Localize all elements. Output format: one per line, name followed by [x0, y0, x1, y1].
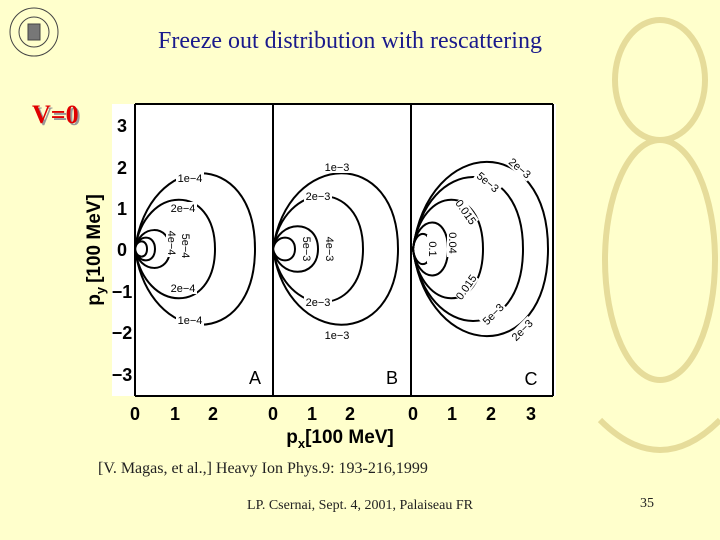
contour-label-bg: [473, 168, 503, 196]
y-label-unit: [100 MeV]: [84, 194, 105, 283]
contour-label: 0.1: [426, 241, 438, 256]
contour-label: 1e−4: [178, 173, 203, 185]
contour-line: [134, 198, 217, 300]
y-tick-label: −1: [112, 282, 133, 302]
y-axis-label: py [100 MeV]: [84, 194, 108, 306]
contour-label: 2e−3: [306, 297, 331, 309]
logo: [9, 7, 59, 57]
contour-line: [272, 195, 365, 303]
y-tick-label: −3: [112, 365, 133, 385]
y-label-main: p: [84, 294, 105, 306]
contour-label-bg: [453, 197, 479, 227]
contour-label: 2e−3: [306, 191, 331, 203]
contour-line: [134, 172, 257, 326]
contour-label: 4e−3: [323, 237, 335, 262]
contour-line: [272, 172, 400, 326]
contour-label-bg: [323, 161, 351, 173]
contour-line: [272, 225, 320, 273]
contour-label: 1e−3: [325, 162, 350, 174]
panel-letter: B: [386, 368, 398, 388]
contour-label: 2e−4: [171, 283, 196, 295]
x-tick-label: 2: [345, 404, 355, 424]
contour-line: [272, 236, 297, 262]
contour-line: [134, 240, 149, 258]
contour-label: 0.04: [446, 232, 458, 253]
contour-line: [412, 176, 525, 322]
contour-line: [412, 198, 485, 300]
contour-label-bg: [427, 235, 439, 263]
contour-label: 2e−4: [171, 203, 196, 215]
v-label: V=0: [32, 100, 79, 129]
y-tick-label: 2: [117, 158, 127, 178]
contour-label-bg: [169, 282, 197, 294]
x-tick-label: 0: [130, 404, 140, 424]
contour-label: 4e−4: [165, 231, 177, 256]
panel-letter: C: [525, 369, 538, 389]
contour-label-bg: [507, 315, 537, 345]
contour-label-bg: [304, 190, 332, 202]
contour-label-bg: [180, 232, 192, 260]
contour-label-bg: [505, 154, 535, 182]
contour-label-bg: [447, 229, 459, 257]
contour-label-bg: [304, 296, 332, 308]
contour-label: 5e−4: [179, 234, 191, 259]
contour-label: 1e−3: [325, 330, 350, 342]
footer: LP. Csernai, Sept. 4, 2001, Palaiseau FR: [247, 498, 473, 513]
x-tick-label: 3: [526, 404, 536, 424]
contour-label-bg: [323, 329, 351, 341]
contour-label-bg: [453, 272, 479, 302]
x-tick-label: 2: [208, 404, 218, 424]
x-tick-label: 1: [170, 404, 180, 424]
x-tick-label: 1: [307, 404, 317, 424]
x-label-unit: [100 MeV]: [305, 427, 394, 448]
slide-title: Freeze out distribution with rescatterin…: [158, 28, 542, 54]
citation: [V. Magas, et al.,] Heavy Ion Phys.9: 19…: [98, 460, 428, 477]
y-label-sub: y: [93, 286, 108, 294]
contour-line: [412, 161, 550, 337]
x-label-main: p: [286, 427, 298, 448]
contour-label: 5e−3: [300, 237, 312, 262]
contour-label-bg: [176, 172, 204, 184]
x-label-sub: x: [298, 436, 306, 451]
contour-label: 1e−4: [178, 315, 203, 327]
x-tick-label: 2: [486, 404, 496, 424]
contour-label-bg: [176, 314, 204, 326]
panel-letter: A: [249, 368, 261, 388]
contour-line: [134, 236, 157, 262]
y-tick-label: 3: [117, 116, 127, 136]
x-axis-label: px[100 MeV]: [286, 427, 394, 451]
page-number: 35: [640, 496, 654, 511]
y-tick-label: 1: [117, 199, 127, 219]
y-tick-label: −2: [112, 323, 133, 343]
y-tick-label: 0: [117, 240, 127, 260]
figure: py[100 MeV] px[100 MeV] 3210−1−2−31e−42e…: [84, 103, 556, 451]
contour-label-bg: [301, 235, 313, 263]
owl-watermark: [597, 17, 720, 453]
x-tick-label: 1: [447, 404, 457, 424]
contour-label-bg: [166, 229, 178, 257]
contour-label-bg: [169, 202, 197, 214]
contour-label-bg: [324, 235, 336, 263]
x-tick-label: 0: [268, 404, 278, 424]
x-tick-label: 0: [408, 404, 418, 424]
contour-label-bg: [478, 299, 508, 329]
